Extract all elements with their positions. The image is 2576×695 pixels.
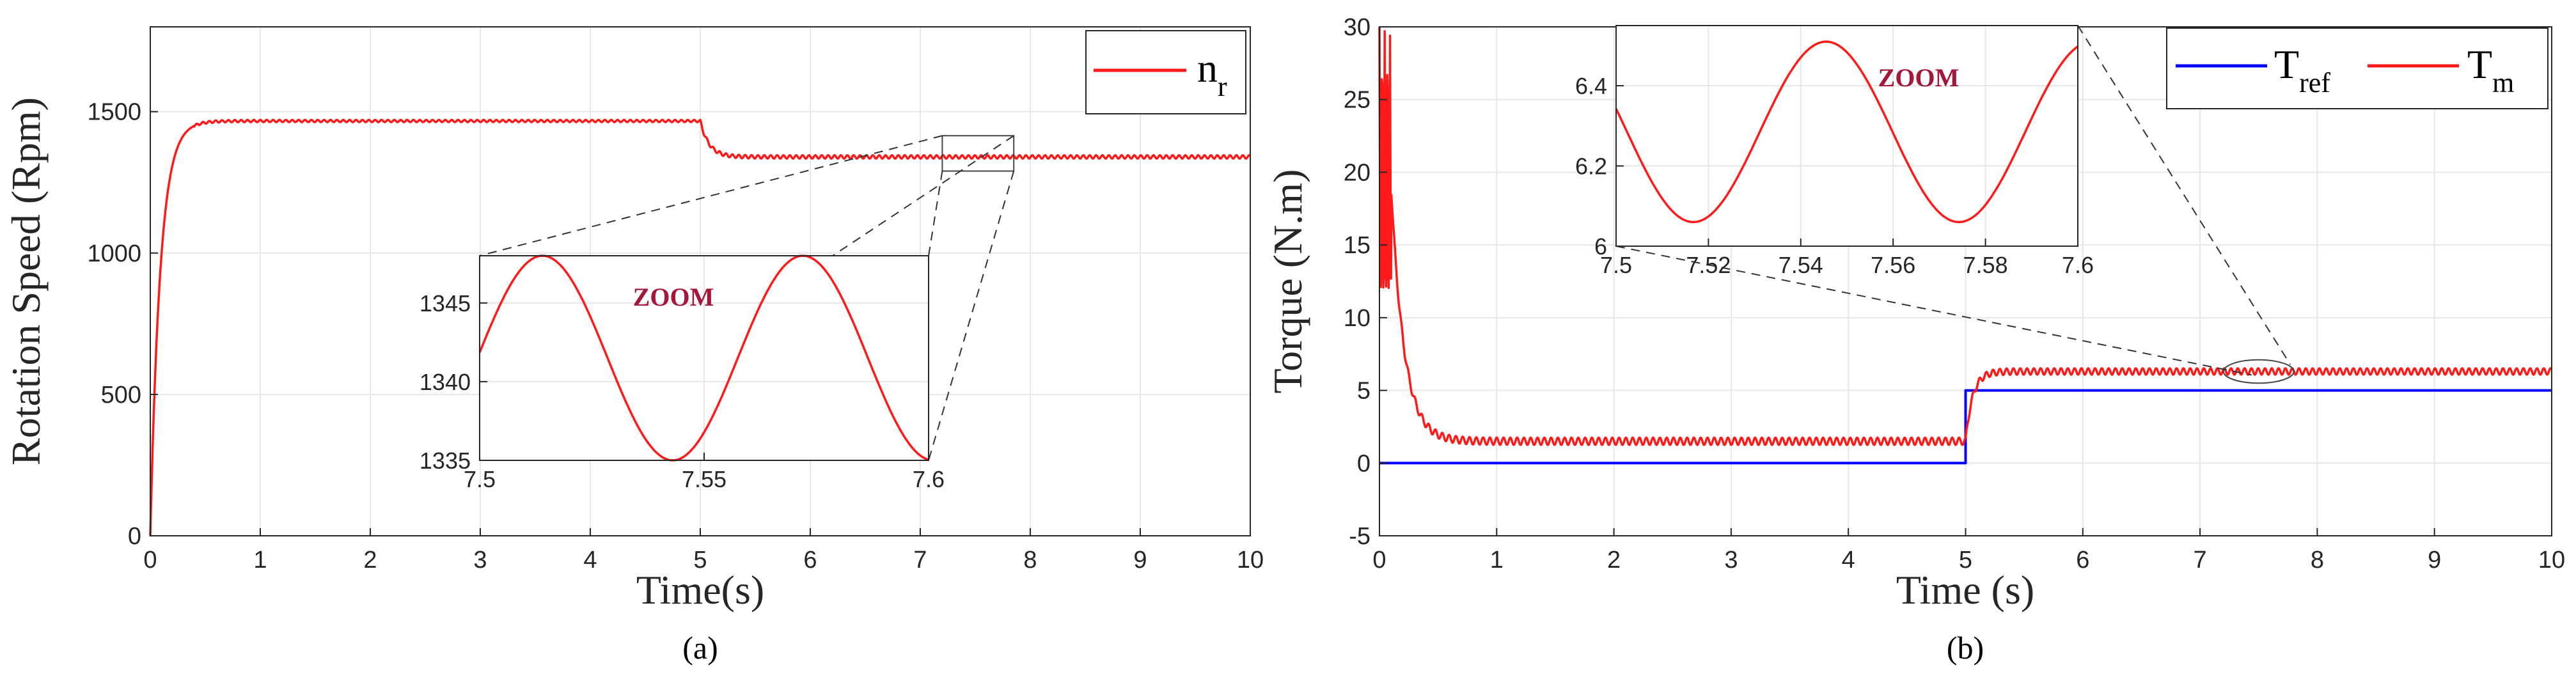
b-ytick-label: 15	[1344, 232, 1370, 259]
a-xtick-label: 7	[913, 547, 927, 574]
bz-xtick-label: 7.56	[1871, 252, 1915, 278]
y-axis-label-b: Torque (N.m)	[1265, 169, 1310, 394]
b-xtick-label: 7	[2194, 547, 2207, 574]
legend-sub-tref: ref	[2299, 67, 2330, 98]
bz-xtick-label: 7.6	[2062, 252, 2094, 278]
zoom-series-a	[478, 254, 929, 462]
a-xtick-label: 4	[583, 547, 597, 574]
b-xtick-label: 6	[2076, 547, 2089, 574]
zoom-source-box-a	[941, 135, 1015, 172]
a-xtick-label: 6	[803, 547, 817, 574]
x-axis-label-a: Time(s)	[636, 567, 764, 613]
zoom-inset-b: 7.5 7.52 7.54 7.56 7.58 7.6 6 6.2 6.4 ZOOM	[1575, 25, 2094, 278]
zoom-inset-bg-b	[1616, 26, 2078, 246]
zoom-label-a: ZOOM	[633, 283, 714, 311]
bz-ytick-label: 6	[1594, 233, 1607, 260]
legend-name-nr: n	[1197, 45, 1218, 91]
zoom-connector-a	[928, 171, 1015, 461]
x-axis-label-b: Time (s)	[1896, 567, 2034, 613]
zoom-inset-frame-b	[1615, 25, 2078, 247]
a-ytick-label: 0	[128, 523, 141, 550]
b-ytick-label: 10	[1344, 305, 1370, 332]
a-ytick-label: 1500	[87, 99, 141, 126]
legend-box-b	[2166, 27, 2549, 109]
b-xtick-label: 3	[1724, 547, 1738, 574]
series-group-b	[1378, 26, 2553, 465]
zoom-ticks-b: 7.5 7.52 7.54 7.56 7.58 7.6 6 6.2 6.4	[1575, 73, 2094, 278]
zoom-connectors-a	[479, 135, 1015, 461]
b-xtick-label: 8	[2311, 547, 2324, 574]
a-ytick-label: 1000	[87, 240, 141, 267]
series-line-tref	[1379, 389, 2552, 465]
b-ytick-label: 20	[1344, 159, 1370, 186]
zoom-source-ellipse-b	[2222, 359, 2295, 384]
bz-xtick-label: 7.54	[1779, 252, 1823, 278]
zoom-label-b: ZOOM	[1878, 63, 1959, 92]
b-xtick-label: 1	[1490, 547, 1504, 574]
b-ytick-label: 0	[1357, 450, 1370, 477]
b-ytick-label: -5	[1349, 523, 1370, 550]
zoom-connector-b	[1615, 246, 2252, 376]
legend-sub-nr: r	[1218, 71, 1227, 102]
zoom-connectors-b	[1615, 25, 2295, 384]
az-xtick-label: 7.6	[913, 466, 945, 492]
bz-xtick-label: 7.5	[1600, 252, 1632, 278]
a-xtick-label: 9	[1133, 547, 1147, 574]
ticks-a: 0 1 2 3 4 5 6 7 8 9 10 0 500 1000 1500	[87, 99, 1264, 574]
zoom-inset-a: 7.5 7.55 7.6 1335 1340 1345 ZOOM	[420, 254, 945, 492]
legend-box-a	[1085, 30, 1246, 114]
zoom-line-nr	[478, 254, 929, 462]
zoom-series-b	[1615, 40, 2079, 224]
az-ytick-label: 1345	[420, 290, 471, 316]
bz-xtick-label: 7.52	[1686, 252, 1731, 278]
a-xtick-label: 0	[143, 547, 157, 574]
panel-a: 0 1 2 3 4 5 6 7 8 9 10 0 500 1000 1500 Time(s) Rotatio…	[3, 26, 1264, 666]
a-xtick-label: 3	[473, 547, 487, 574]
b-ytick-label: 30	[1344, 14, 1370, 41]
caption-b: (b)	[1947, 630, 1984, 666]
legend-label-tm: Tm	[2467, 42, 2514, 98]
zoom-connector-b	[2077, 25, 2291, 365]
b-xtick-label: 2	[1607, 547, 1621, 574]
zoom-ticks-a: 7.5 7.55 7.6 1335 1340 1345	[420, 290, 945, 492]
b-ytick-label: 5	[1357, 378, 1370, 405]
zoom-connector-a	[832, 135, 1014, 256]
az-xtick-label: 7.55	[682, 466, 726, 492]
zoom-line-tm	[1615, 40, 2079, 224]
legend-label-nr: nr	[1197, 45, 1227, 102]
series-line-tm	[1378, 26, 2553, 446]
legend-name-tref: T	[2274, 42, 2299, 87]
zoom-connector-a	[479, 135, 943, 256]
legend-a: nr	[1085, 30, 1246, 114]
legend-name-tm: T	[2467, 42, 2492, 87]
legend-sub-tm: m	[2492, 67, 2514, 98]
a-xtick-label: 10	[1237, 547, 1264, 574]
b-xtick-label: 5	[1959, 547, 1972, 574]
az-xtick-label: 7.5	[464, 466, 496, 492]
az-ytick-label: 1340	[420, 369, 471, 395]
b-xtick-label: 0	[1372, 547, 1386, 574]
az-ytick-label: 1335	[420, 448, 471, 474]
legend-b: Tref Tm	[2166, 27, 2549, 109]
a-xtick-label: 5	[693, 547, 707, 574]
bz-ytick-label: 6.2	[1575, 153, 1607, 180]
bz-ytick-label: 6.4	[1575, 73, 1607, 99]
legend-label-tref: Tref	[2274, 42, 2330, 98]
b-xtick-label: 10	[2538, 547, 2565, 574]
b-ytick-label: 25	[1344, 87, 1370, 114]
b-xtick-label: 4	[1842, 547, 1855, 574]
y-axis-label-a: Rotation Speed (Rpm)	[3, 97, 49, 465]
a-xtick-label: 8	[1023, 547, 1037, 574]
bz-xtick-label: 7.58	[1963, 252, 2008, 278]
caption-a: (a)	[682, 630, 718, 666]
b-xtick-label: 9	[2428, 547, 2441, 574]
a-xtick-label: 1	[253, 547, 267, 574]
series-group-a	[149, 118, 1252, 536]
a-xtick-label: 2	[363, 547, 377, 574]
a-ytick-label: 500	[101, 382, 141, 409]
series-line-nr	[149, 118, 1252, 536]
